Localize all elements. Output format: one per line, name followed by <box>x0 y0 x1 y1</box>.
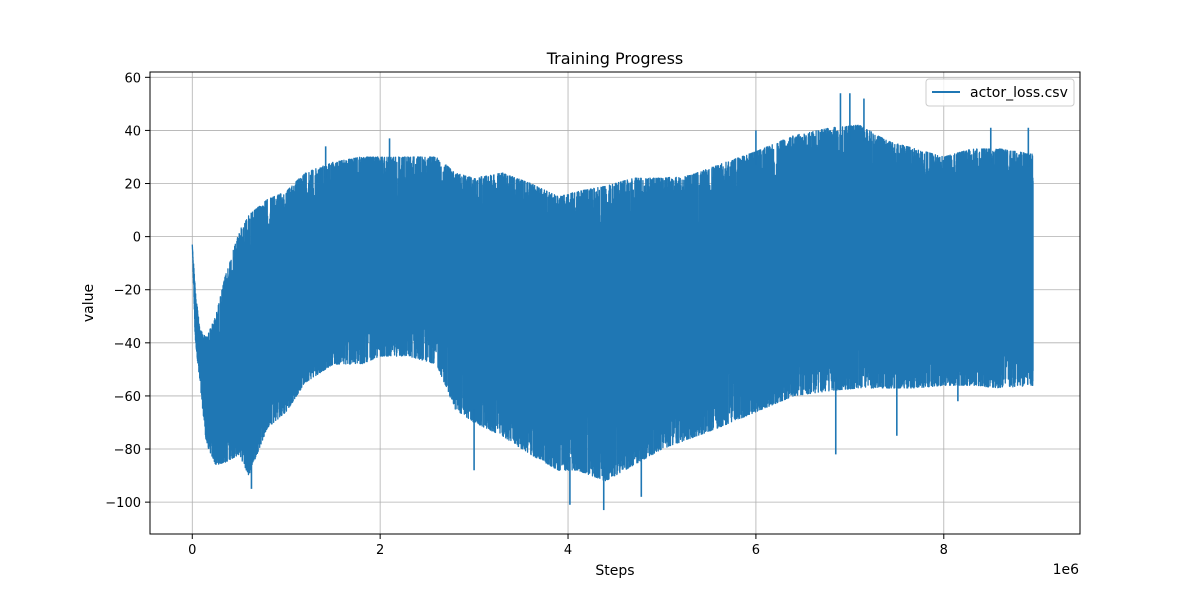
x-axis-label: Steps <box>595 563 634 579</box>
legend: actor_loss.csv <box>925 78 1075 107</box>
x-tick-label: 2 <box>376 543 384 558</box>
series-line-actor-loss <box>191 124 1034 482</box>
y-tick-label: −60 <box>114 390 141 405</box>
axes-frame <box>149 71 1081 535</box>
y-tick-label: 40 <box>124 124 141 139</box>
x-axis-offset-label: 1e6 <box>1053 562 1080 578</box>
x-tick-label: 8 <box>940 543 948 558</box>
y-tick-label: −100 <box>105 496 141 511</box>
y-tick-label: 60 <box>124 71 141 86</box>
axis-ticks: 0 2 4 6 8 −100 −80 −60 −40 −20 0 20 40 60 <box>105 71 948 558</box>
legend-label: actor_loss.csv <box>970 85 1068 101</box>
y-tick-label: 20 <box>124 178 141 193</box>
y-tick-label: −80 <box>114 443 141 458</box>
legend-box <box>925 78 1075 107</box>
y-axis-label: value <box>81 284 97 322</box>
chart-title: Training Progress <box>546 49 684 68</box>
y-tick-label: −20 <box>114 284 141 299</box>
y-tick-label: −40 <box>114 337 141 352</box>
x-tick-label: 4 <box>564 543 572 558</box>
y-tick-label: 0 <box>133 231 141 246</box>
plot-area <box>191 93 1034 511</box>
x-tick-label: 6 <box>752 543 760 558</box>
x-tick-label: 0 <box>188 543 196 558</box>
